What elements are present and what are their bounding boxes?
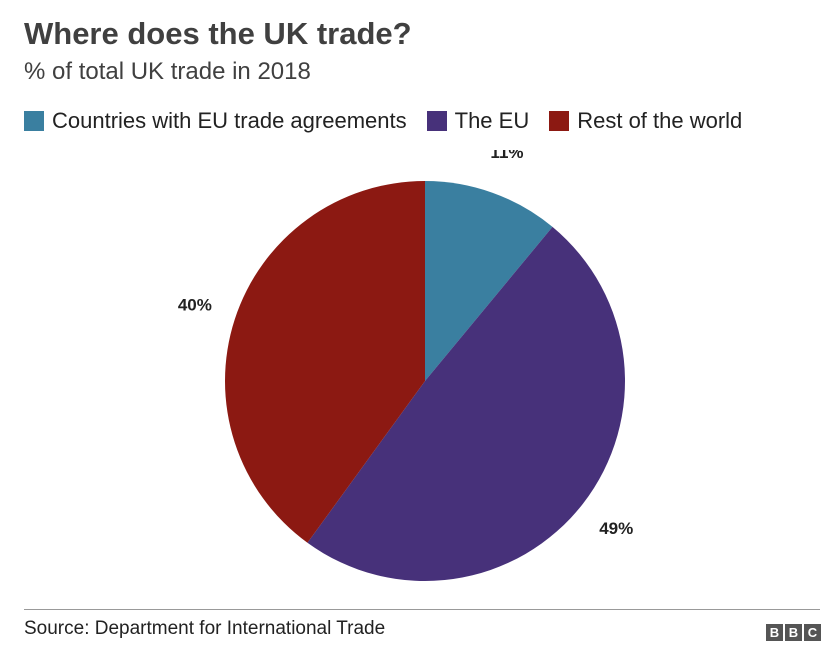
pie-label-eu-agreements: 11%: [490, 150, 523, 162]
legend-swatch-eu: [426, 111, 447, 131]
source-note: Source: Department for International Tra…: [24, 618, 386, 639]
legend-label-eu-agreements: Countries with EU trade agreements: [52, 108, 407, 133]
legend: Countries with EU trade agreements The E…: [24, 108, 762, 134]
bbc-logo-letter-3: C: [804, 624, 821, 641]
legend-label-eu: The EU: [454, 108, 530, 133]
pie-slice-eu-agreements: [425, 181, 553, 381]
legend-item-eu: The EU: [426, 108, 530, 134]
footer-divider: [24, 609, 820, 610]
bbc-logo-letter-1: B: [766, 624, 783, 641]
legend-swatch-rest-of-world: [549, 111, 570, 131]
legend-swatch-eu-agreements: [24, 111, 44, 131]
bbc-logo-letter-2: B: [785, 624, 802, 641]
legend-label-rest-of-world: Rest of the world: [577, 108, 743, 133]
legend-item-rest-of-world: Rest of the world: [549, 108, 742, 134]
pie-slice-eu: [307, 226, 625, 581]
chart-title: Where does the UK trade?: [24, 16, 412, 51]
pie-label-eu: 49%: [599, 519, 633, 538]
chart-subtitle: % of total UK trade in 2018: [24, 58, 311, 85]
pie-chart: 11% 49% 40%: [178, 150, 633, 581]
legend-item-eu-agreements: Countries with EU trade agreements: [24, 108, 407, 134]
pie-label-rest-of-world: 40%: [178, 296, 212, 315]
bbc-logo: B B C: [764, 624, 821, 641]
pie-slice-rest-of-world: [225, 181, 425, 543]
